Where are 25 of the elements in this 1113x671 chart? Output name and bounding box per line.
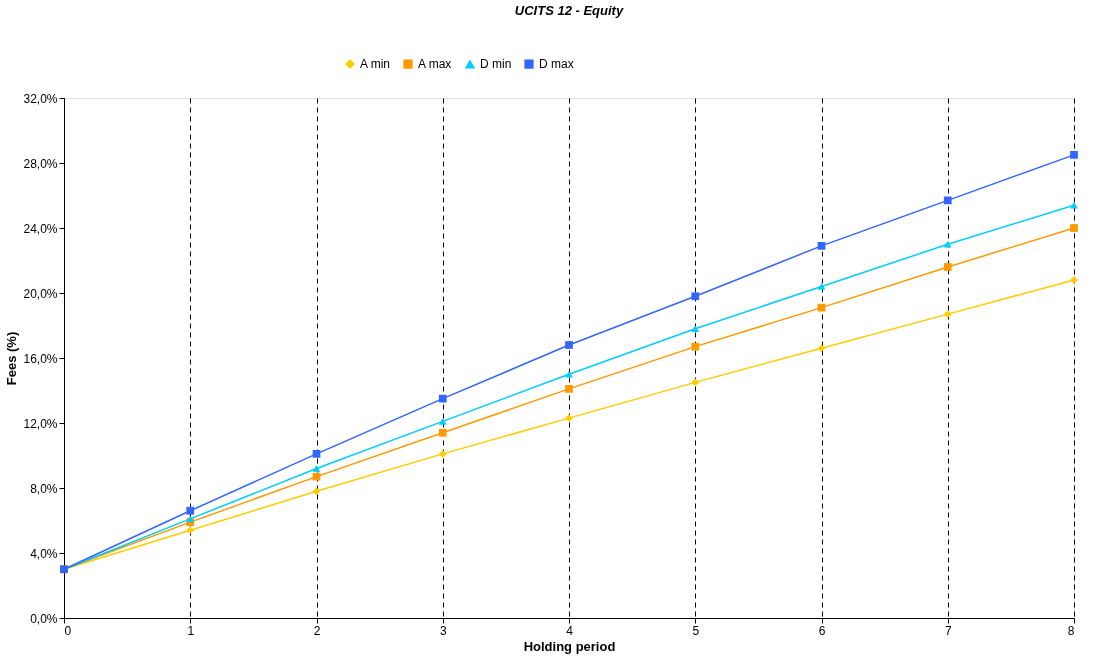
x-tick-label: 1	[187, 623, 195, 638]
legend-label: A max	[418, 57, 452, 72]
legend-label: D max	[539, 57, 574, 72]
x-tick-label: 0	[64, 623, 72, 638]
y-tick-label: 20,0%	[23, 286, 58, 301]
y-tick-label: 24,0%	[23, 221, 58, 236]
x-axis-title: Holding period	[523, 638, 616, 654]
y-tick-label: 28,0%	[23, 156, 58, 171]
y-tick-label: 0,0%	[30, 611, 58, 626]
y-tick-label: 4,0%	[30, 546, 58, 561]
y-tick-label: 16,0%	[23, 351, 58, 366]
x-tick-label: 8	[1067, 623, 1075, 638]
x-tick-label: 5	[692, 623, 700, 638]
x-tick-label: 4	[566, 623, 574, 638]
x-tick-label: 2	[313, 623, 321, 638]
y-tick-label: 12,0%	[23, 416, 58, 431]
x-tick-label: 6	[818, 623, 826, 638]
legend-label: A min	[360, 57, 391, 72]
x-tick-label: 7	[944, 623, 952, 638]
y-axis-title: Fees (%)	[4, 331, 20, 386]
y-tick-label: 32,0%	[23, 91, 58, 106]
chart-title: UCITS 12 - Equity	[514, 3, 624, 18]
legend-label: D min	[480, 57, 512, 72]
x-tick-label: 3	[439, 623, 447, 638]
y-tick-label: 8,0%	[30, 481, 58, 496]
